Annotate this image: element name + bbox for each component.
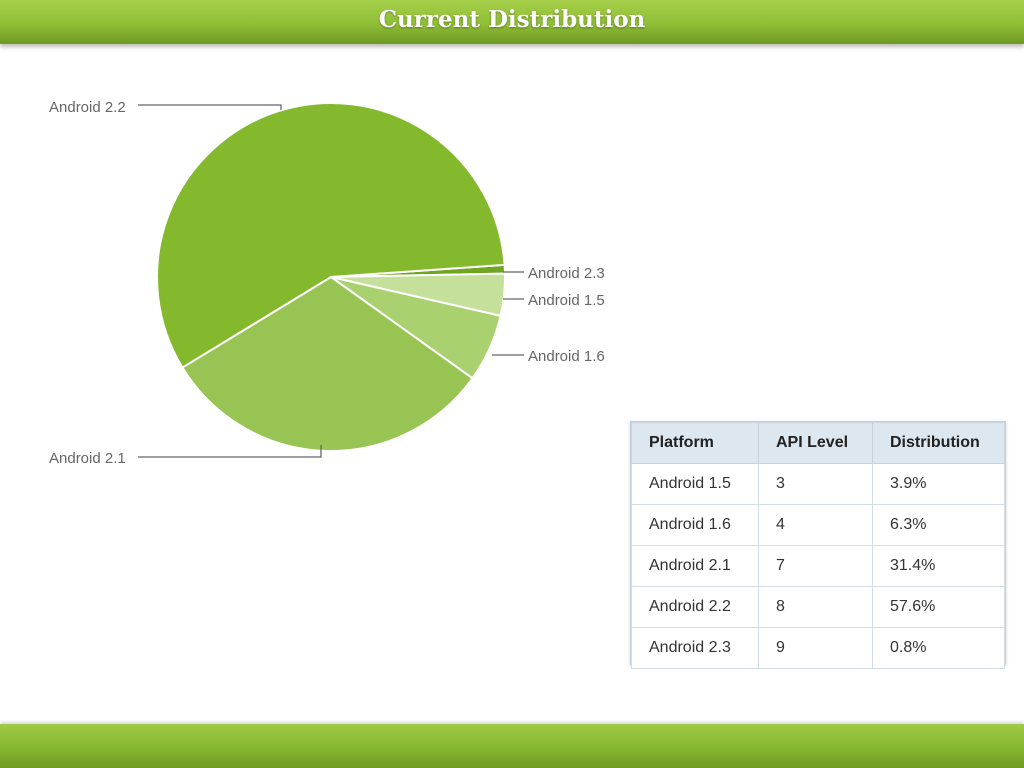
leader-line (138, 445, 322, 458)
pie-label: Android 2.3 (528, 265, 605, 282)
cell-distribution: 31.4% (872, 545, 1005, 587)
table-header-row: Platform API Level Distribution (631, 422, 1005, 464)
table-row: Android 1.6 4 6.3% (631, 504, 1005, 546)
slide-title: Current Distribution (378, 6, 646, 33)
pie-label: Android 2.1 (49, 450, 126, 467)
pie-leader-lines (138, 104, 524, 458)
cell-platform: Android 1.6 (631, 504, 759, 546)
cell-api-level: 9 (758, 627, 873, 669)
cell-platform: Android 1.5 (631, 463, 759, 505)
header-bar: Current Distribution (0, 0, 1024, 44)
table-row: Android 1.5 3 3.9% (631, 463, 1005, 505)
cell-api-level: 7 (758, 545, 873, 587)
pie-slices (156, 102, 506, 452)
header-api-level: API Level (758, 422, 873, 464)
cell-platform: Android 2.2 (631, 586, 759, 628)
cell-distribution: 3.9% (872, 463, 1005, 505)
table-row: Android 2.3 9 0.8% (631, 627, 1005, 669)
cell-distribution: 0.8% (872, 627, 1005, 669)
header-platform: Platform (631, 422, 759, 464)
pie-label: Android 1.5 (528, 292, 605, 309)
pie-label: Android 2.2 (49, 99, 126, 116)
cell-api-level: 4 (758, 504, 873, 546)
pie-slice-android-2-2 (156, 102, 506, 369)
cell-api-level: 3 (758, 463, 873, 505)
distribution-table: Platform API Level Distribution Android … (630, 421, 1006, 669)
cell-distribution: 57.6% (872, 586, 1005, 628)
cell-platform: Android 2.1 (631, 545, 759, 587)
pie-slice-android-2-1 (181, 275, 474, 452)
cell-distribution: 6.3% (872, 504, 1005, 546)
leader-line (138, 104, 282, 110)
header-distribution: Distribution (872, 422, 1005, 464)
pie-labels: Android 2.3 Android 1.5 Android 1.6 Android… (49, 99, 605, 467)
pie-chart: Android 2.3 Android 1.5 Android 1.6 Android… (49, 99, 605, 467)
table-row: Android 2.2 8 57.6% (631, 586, 1005, 628)
pie-label: Android 1.6 (528, 348, 605, 365)
footer-bar (0, 724, 1024, 768)
cell-platform: Android 2.3 (631, 627, 759, 669)
table-row: Android 2.1 7 31.4% (631, 545, 1005, 587)
cell-api-level: 8 (758, 586, 873, 628)
